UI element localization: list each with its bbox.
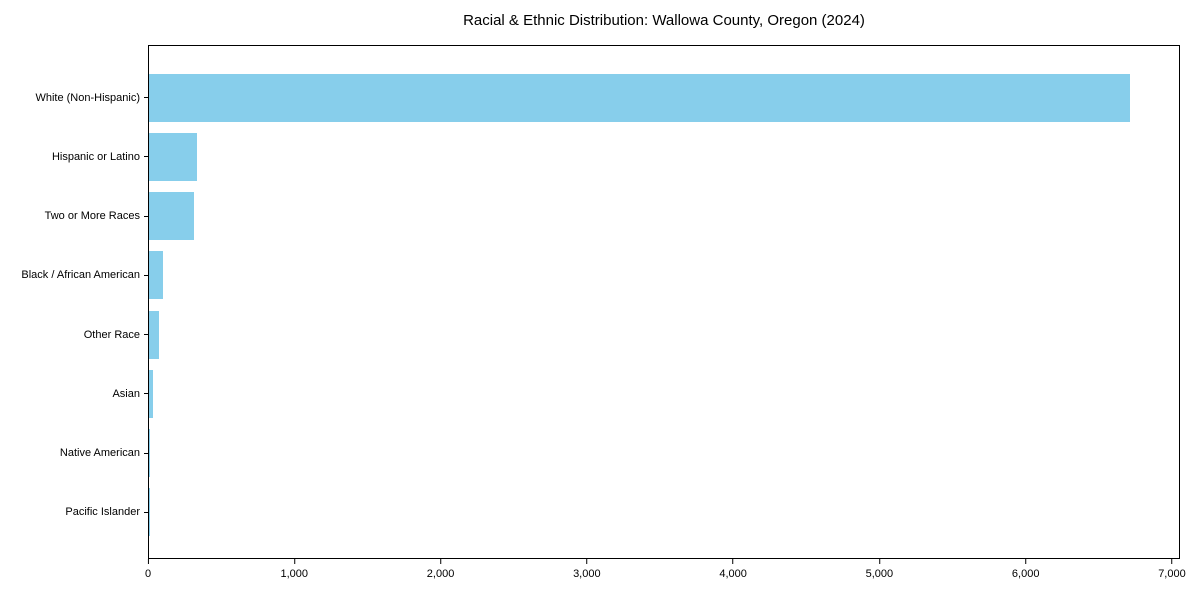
bar-row: Other Race [84,305,1179,364]
y-tick-label: White (Non-Hispanic) [35,91,140,104]
y-tick-mark [144,393,149,395]
x-tick-mark [440,559,442,564]
y-tick-label: Native American [59,447,140,460]
bar [149,310,160,359]
x-tick-mark [147,559,149,564]
x-tick-label: 2,000 [426,568,455,580]
x-axis: 0 1,000 2,000 3,000 4,000 5,000 6,000 7,000 [145,559,1186,600]
bar-row: Black / African American [21,246,1179,305]
y-tick-label: Black / African American [21,269,140,282]
y-tick-label: Two or More Races [44,210,140,223]
x-tick-label: 3,000 [573,568,601,580]
x-tick-mark [1025,559,1027,564]
bar [149,369,154,418]
x-tick: 1,000 [280,559,309,580]
x-tick-label: 7,000 [1158,568,1186,580]
plot-area: White (Non-Hispanic) Hispanic or Latino Tw… [21,45,1180,559]
chart-title: Racial & Ethnic Distribution: Wallowa Co… [463,12,865,29]
bar [149,73,1131,122]
x-tick: 7,000 [1158,559,1186,580]
bar-row: Native American [60,424,1179,483]
y-tick-label: Asian [112,387,140,400]
x-tick: 6,000 [1011,559,1040,580]
x-tick-label: 0 [144,568,152,580]
y-tick-mark [144,452,149,454]
bar-row: Hispanic or Latino [52,127,1179,186]
x-tick: 0 [145,559,151,580]
bar [149,132,198,181]
y-tick-mark [144,156,149,158]
x-tick: 3,000 [573,559,601,580]
y-tick-label: Hispanic or Latino [51,150,140,163]
bar-row: Pacific Islander [65,483,1179,542]
x-tick-mark [878,559,880,564]
bar [149,429,151,478]
bar-row: Asian [112,364,1179,423]
y-tick-label: Pacific Islander [65,506,140,519]
y-tick-mark [144,334,149,336]
x-tick-label: 6,000 [1011,568,1040,580]
bar [149,251,163,300]
x-tick: 4,000 [719,559,747,580]
x-tick: 5,000 [865,559,894,580]
bar-row: Two or More Races [45,187,1179,246]
x-tick-label: 4,000 [719,568,747,580]
x-tick-label: 5,000 [865,568,894,580]
x-tick: 2,000 [426,559,455,580]
y-tick-mark [144,215,149,217]
x-tick-label: 1,000 [280,568,309,580]
x-tick-mark [586,559,588,564]
bars-container: White (Non-Hispanic) Hispanic or Latino Tw… [21,46,1179,558]
x-tick-mark [1171,559,1173,564]
y-tick-label: Other Race [83,328,140,341]
x-tick-mark [732,559,734,564]
bar-row: White (Non-Hispanic) [35,68,1179,127]
bar [149,192,195,241]
x-tick-mark [293,559,295,564]
y-tick-mark [144,274,149,276]
y-tick-mark [144,97,149,99]
y-tick-mark [144,511,149,513]
